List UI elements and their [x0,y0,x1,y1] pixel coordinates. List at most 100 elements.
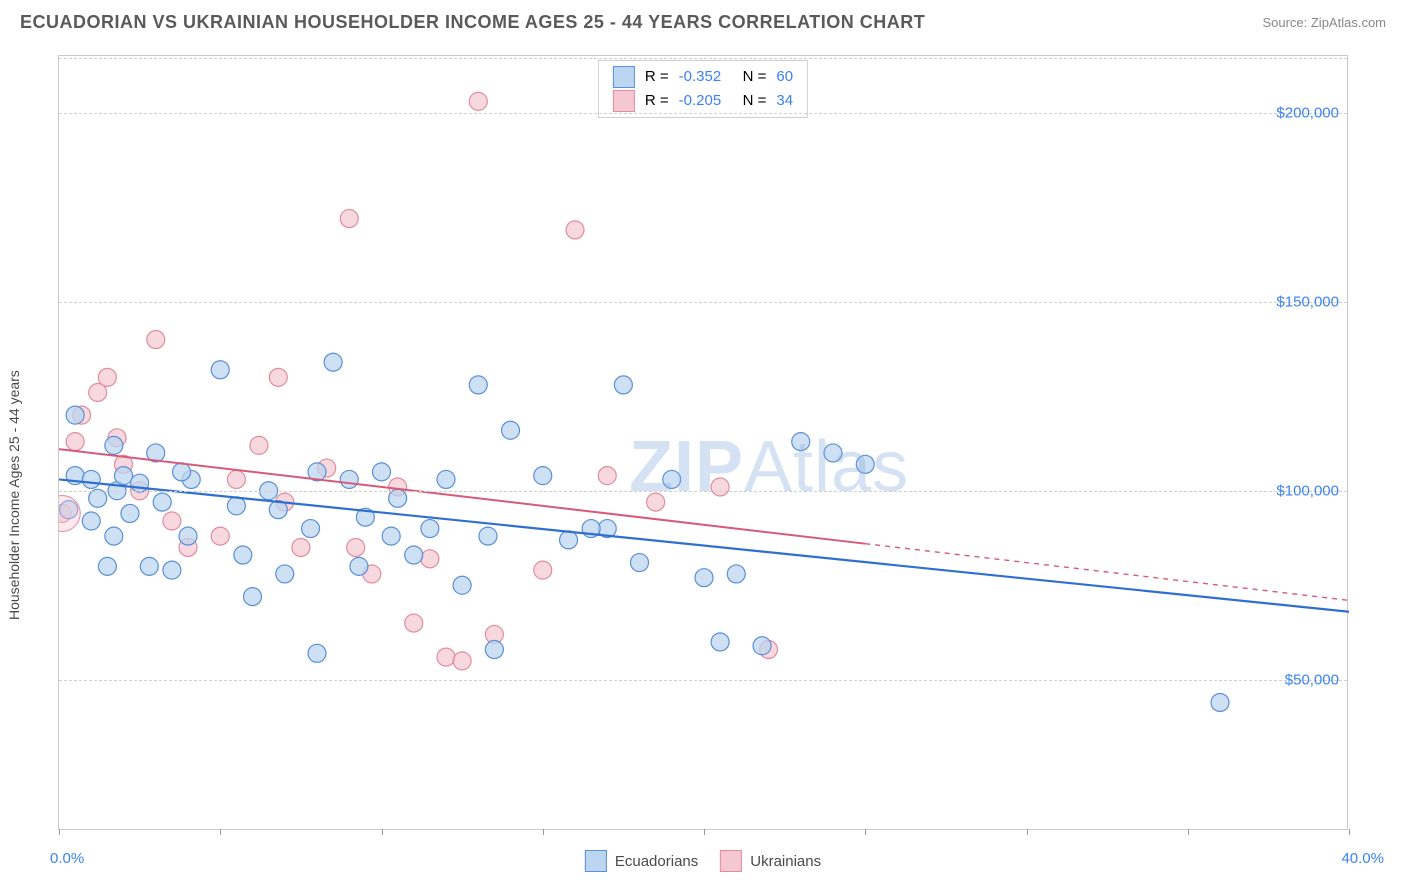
legend-correlation-box: R = -0.352 N = 60 R = -0.205 N = 34 [598,60,808,118]
y-tick-label: $100,000 [1276,482,1339,499]
legend-row-1: R = -0.352 N = 60 [613,65,793,89]
data-point [647,493,665,511]
data-point [792,433,810,451]
legend-item-ukrainians: Ukrainians [720,850,821,872]
x-tick-mark [704,829,705,835]
data-point [105,527,123,545]
x-label-right: 40.0% [1341,850,1384,867]
data-point [276,565,294,583]
data-point [534,561,552,579]
data-point [405,614,423,632]
data-point [340,210,358,228]
data-point [437,470,455,488]
data-point [856,455,874,473]
x-tick-mark [865,829,866,835]
data-point [82,470,100,488]
title-row: ECUADORIAN VS UKRAINIAN HOUSEHOLDER INCO… [0,0,1406,39]
y-axis-label: Householder Income Ages 25 - 44 years [6,370,22,620]
data-point [308,644,326,662]
data-point [405,546,423,564]
data-point [163,561,181,579]
data-point [469,92,487,110]
data-point [269,368,287,386]
data-point [292,538,310,556]
data-point [421,520,439,538]
swatch-ecuadorians [613,66,635,88]
data-point [711,633,729,651]
chart-plot-area: ZIPAtlas R = -0.352 N = 60 R = -0.205 N … [58,55,1348,830]
y-tick-label: $150,000 [1276,293,1339,310]
y-tick-label: $50,000 [1285,671,1339,688]
data-point [66,406,84,424]
data-point [347,538,365,556]
x-tick-mark [59,829,60,835]
data-point [227,470,245,488]
x-tick-mark [220,829,221,835]
data-point [421,550,439,568]
x-tick-mark [1027,829,1028,835]
swatch-ukrainians-bottom [720,850,742,872]
data-point [131,474,149,492]
legend-R-value-0: -0.352 [679,65,733,89]
chart-title: ECUADORIAN VS UKRAINIAN HOUSEHOLDER INCO… [20,12,925,33]
data-point [121,504,139,522]
legend-item-ecuadorians: Ecuadorians [585,850,698,872]
data-point [485,641,503,659]
trend-line [59,449,865,544]
x-tick-mark [1349,829,1350,835]
gridline-h [59,491,1347,492]
data-point [98,368,116,386]
legend-N-value-0: 60 [776,65,793,89]
data-point [140,557,158,575]
data-point [373,463,391,481]
legend-series-box: Ecuadorians Ukrainians [585,850,821,872]
source-text: Source: ZipAtlas.com [1262,15,1386,30]
gridline-h [59,302,1347,303]
data-point [340,470,358,488]
data-point [566,221,584,239]
data-point [211,361,229,379]
data-point [502,421,520,439]
data-point [614,376,632,394]
data-point [534,467,552,485]
legend-N-label: N = [743,89,767,113]
data-point [89,489,107,507]
legend-N-label: N = [743,65,767,89]
legend-N-value-1: 34 [776,89,793,113]
legend-label-0: Ecuadorians [615,853,698,870]
data-point [211,527,229,545]
x-tick-mark [1188,829,1189,835]
data-point [437,648,455,666]
data-point [727,565,745,583]
data-point [824,444,842,462]
y-tick-label: $200,000 [1276,104,1339,121]
data-point [1211,693,1229,711]
data-point [560,531,578,549]
swatch-ecuadorians-bottom [585,850,607,872]
legend-label-1: Ukrainians [750,853,821,870]
data-point [153,493,171,511]
data-point [753,637,771,655]
data-point [695,569,713,587]
data-point [389,489,407,507]
data-point [350,557,368,575]
swatch-ukrainians [613,90,635,112]
data-point [105,436,123,454]
legend-row-2: R = -0.205 N = 34 [613,89,793,113]
gridline-h [59,58,1347,59]
data-point [598,467,616,485]
data-point [82,512,100,530]
data-point [250,436,268,454]
legend-R-value-1: -0.205 [679,89,733,113]
scatter-svg [59,56,1349,831]
data-point [244,588,262,606]
x-tick-mark [382,829,383,835]
data-point [382,527,400,545]
data-point [115,467,133,485]
data-point [163,512,181,530]
data-point [469,376,487,394]
data-point [227,497,245,515]
data-point-large [59,495,80,531]
data-point [711,478,729,496]
gridline-h [59,680,1347,681]
